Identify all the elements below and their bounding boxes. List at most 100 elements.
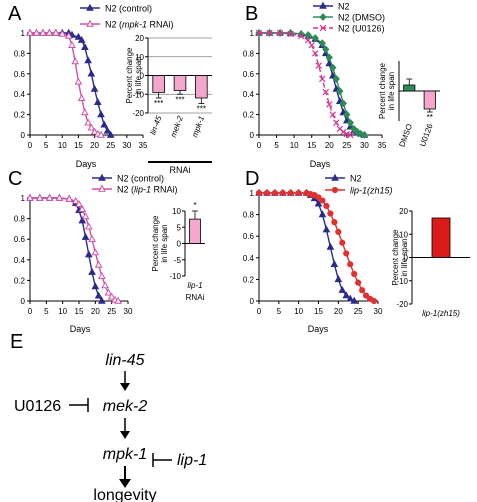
group-label: RNAi — [186, 293, 205, 302]
data-point — [255, 29, 263, 37]
data-point — [311, 34, 319, 43]
data-point — [45, 28, 54, 36]
data-point — [106, 130, 115, 138]
series-0 — [255, 188, 359, 304]
data-point — [308, 42, 315, 49]
data-point — [75, 199, 83, 207]
data-point — [78, 216, 87, 224]
inset-y-tick-label: 10 — [399, 230, 408, 239]
inset-bar-chart: -20 -10 0 10 20 Percent changein life span lip… — [391, 207, 470, 318]
x-tick-label: 0 — [28, 307, 33, 316]
legend: N2 lip-1(zh15) — [325, 174, 393, 196]
node-u0126: U0126 — [14, 398, 61, 415]
data-point — [114, 296, 123, 304]
data-point — [87, 69, 96, 77]
series-line — [30, 32, 102, 136]
data-point — [84, 222, 93, 230]
node-mek-2: mek-2 — [103, 398, 148, 415]
x-tick-label: 5 — [44, 307, 49, 316]
panel-letter: B — [245, 3, 258, 25]
data-point — [45, 193, 54, 201]
arrow-head-mek2-mpk1 — [120, 431, 130, 439]
legend-label: N2 (DMSO) — [338, 13, 385, 23]
legend-marker — [331, 173, 339, 181]
data-point — [326, 242, 335, 250]
x-tick-label: 5 — [277, 307, 282, 316]
data-point — [91, 282, 100, 290]
series-2 — [255, 29, 354, 139]
node-lin-45: lin-45 — [105, 352, 144, 369]
series-line — [259, 192, 355, 302]
marker-cross-stroke — [297, 32, 305, 40]
data-point — [360, 131, 369, 139]
x-axis-label: Days — [76, 159, 97, 169]
category-label: U0126 — [418, 122, 435, 148]
data-point — [297, 30, 305, 38]
data-point — [90, 127, 99, 135]
x-tick-label: 20 — [325, 141, 334, 150]
significance-stars: ** — [427, 113, 433, 122]
bar — [152, 75, 165, 93]
data-point — [328, 71, 337, 79]
panel-letter: C — [8, 168, 22, 190]
x-tick-label: 35 — [139, 141, 148, 150]
y-tick-label: 0 — [250, 297, 255, 306]
data-point — [81, 212, 90, 220]
x-tick-label: 30 — [122, 141, 131, 150]
panel-letter: A — [8, 3, 22, 25]
category-label: lip-1 — [187, 281, 202, 290]
y-tick-label: 0 — [21, 297, 26, 306]
data-point — [32, 28, 41, 36]
marker-cross-stroke — [326, 101, 333, 108]
data-point — [287, 30, 294, 38]
y-tick-label: 1 — [250, 189, 255, 198]
inset-y-tick-label: -10 — [396, 277, 408, 286]
inset-y-tick-label: 0 — [177, 240, 182, 249]
y-tick-label: 0.6 — [14, 235, 26, 244]
bar — [423, 90, 436, 110]
data-point — [84, 250, 93, 258]
x-axis-label: Days — [310, 159, 331, 169]
legend-label: N2 (lip-1 RNAi) — [117, 185, 178, 195]
y-tick-label: 1 — [21, 29, 26, 38]
legend-label: N2 (control) — [117, 174, 164, 184]
data-point — [64, 31, 73, 39]
y-tick-label: 0.2 — [14, 111, 26, 120]
x-tick-label: 35 — [378, 141, 387, 150]
inset-y-axis-label: Percent changein life span — [378, 62, 396, 119]
inset-y-tick-label: 0 — [140, 72, 145, 81]
panel-e-pathway: E lin-45 U0126 mek-2 mpk-1 lip-1 longevi… — [10, 331, 207, 502]
data-point — [26, 28, 34, 36]
data-point — [343, 110, 351, 119]
bar — [189, 218, 201, 244]
x-tick-label: 15 — [75, 307, 84, 316]
data-point — [319, 197, 326, 204]
category-label: mek-2 — [169, 114, 185, 138]
node-lip-1: lip-1 — [177, 452, 207, 469]
data-point — [26, 193, 34, 201]
inset-y-tick-label: 10 — [135, 53, 144, 62]
marker-cross-stroke — [329, 111, 337, 118]
data-point — [103, 126, 112, 134]
y-tick-label: 0.6 — [243, 232, 255, 241]
data-point — [346, 294, 355, 302]
data-point — [347, 261, 354, 268]
significance-stars: *** — [154, 99, 163, 108]
marker-cross-stroke — [347, 131, 354, 139]
data-point — [81, 232, 90, 240]
data-point — [91, 248, 100, 256]
data-point — [332, 74, 340, 83]
data-point — [271, 189, 278, 197]
data-point — [81, 43, 89, 50]
data-point — [319, 75, 326, 83]
inset-y-tick-label: 20 — [135, 34, 144, 43]
marker-cross-stroke — [319, 24, 327, 32]
y-tick-label: 1 — [250, 29, 255, 38]
data-point — [347, 131, 354, 139]
y-tick-label: 0.2 — [243, 111, 255, 120]
data-point — [35, 193, 44, 201]
